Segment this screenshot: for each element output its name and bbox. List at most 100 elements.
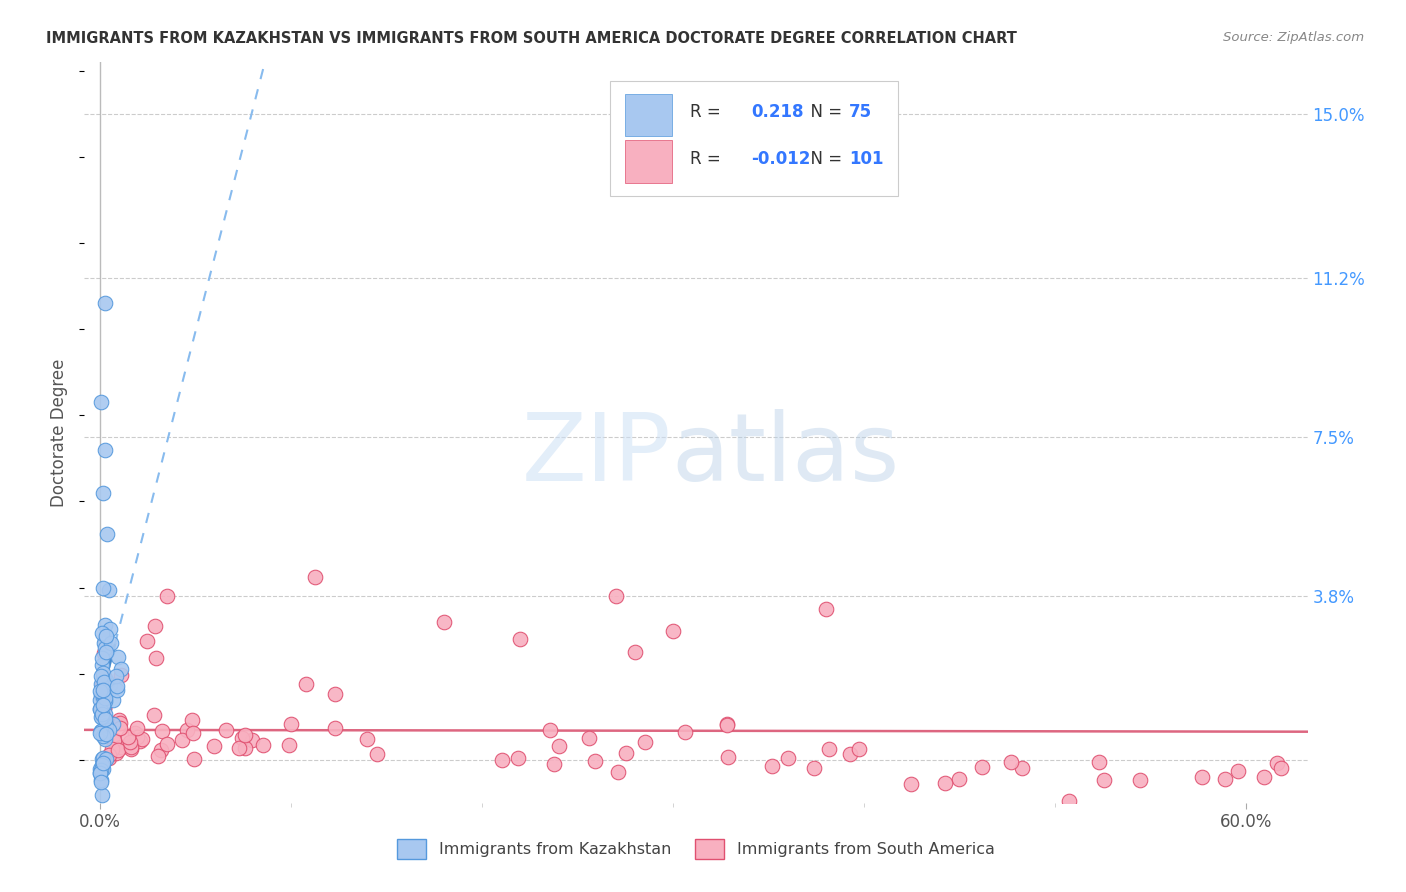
Text: R =: R = [690,150,725,168]
Point [96,726,118,740]
Point [231,731,253,746]
Point [131,731,153,746]
Point [91,665,114,680]
Point [90,775,112,789]
Point [181,713,204,727]
Point [89,702,111,716]
Point [716,717,738,731]
Point [107,650,129,665]
Point [183,752,205,766]
Point [761,759,783,773]
Point [323,721,346,735]
Text: 101: 101 [849,150,883,168]
Point [90,763,112,777]
Point [280,716,302,731]
Point [90,773,112,788]
Point [90,688,112,702]
Point [252,738,274,752]
Point [97,750,120,764]
Point [101,717,124,731]
Point [202,739,225,754]
Point [90,710,112,724]
Point [538,723,561,737]
Text: 75: 75 [849,103,872,121]
Point [176,723,198,737]
Point [228,741,250,756]
Point [103,732,125,747]
Point [103,693,125,707]
Point [150,723,173,738]
Point [624,645,647,659]
Point [91,762,114,776]
Point [90,669,112,683]
Point [91,758,114,772]
Point [91,486,114,500]
Point [115,739,138,753]
Bar [626,140,672,183]
Point [583,754,606,768]
Point [120,742,142,756]
Point [578,731,600,746]
Point [94,672,117,686]
Point [96,673,118,688]
Point [94,644,117,658]
Legend: Immigrants from Kazakhstan, Immigrants from South America: Immigrants from Kazakhstan, Immigrants f… [391,833,1001,865]
Point [104,736,127,750]
Point [103,732,125,747]
Point [124,726,146,740]
Point [89,702,111,716]
Point [143,708,166,723]
Point [94,694,117,708]
Point [104,747,127,761]
Text: atlas: atlas [672,409,900,500]
Text: 0.218: 0.218 [751,103,803,121]
Point [90,724,112,739]
Point [108,713,131,727]
Point [1191,770,1213,784]
Point [105,668,128,682]
Point [145,651,167,665]
Point [91,750,114,764]
Text: N =: N = [800,150,848,168]
Point [156,738,179,752]
Point [98,748,121,763]
Text: IMMIGRANTS FROM KAZAKHSTAN VS IMMIGRANTS FROM SOUTH AMERICA DOCTORATE DEGREE COR: IMMIGRANTS FROM KAZAKHSTAN VS IMMIGRANTS… [46,31,1018,46]
Point [107,743,129,757]
Point [900,777,922,791]
Point [128,734,150,748]
Point [614,746,637,760]
Point [1011,761,1033,775]
Point [143,619,166,633]
Point [91,658,114,673]
Point [91,730,114,744]
Point [93,686,115,700]
Point [91,690,114,704]
Point [91,651,114,665]
Point [101,742,124,756]
Point [1092,772,1115,787]
Point [97,723,120,737]
Point [433,615,456,629]
FancyBboxPatch shape [610,81,898,195]
Point [93,646,115,660]
Point [1226,764,1249,779]
Point [135,634,157,648]
Point [838,747,860,761]
Point [94,617,117,632]
Point [93,674,115,689]
Point [91,687,114,701]
Point [90,788,112,802]
Point [94,731,117,746]
Point [100,636,122,650]
Point [125,730,148,744]
Point [149,743,172,757]
Point [93,670,115,684]
Y-axis label: Doctorate Degree: Doctorate Degree [51,359,69,507]
Point [89,693,111,707]
Point [94,752,117,766]
Point [98,622,121,636]
Point [818,742,841,756]
Point [94,630,117,644]
Point [94,442,117,457]
Point [127,721,149,735]
